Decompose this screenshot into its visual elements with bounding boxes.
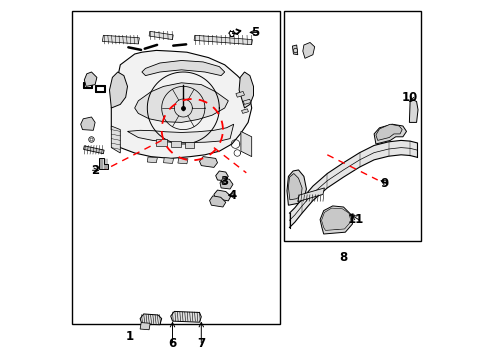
Polygon shape	[209, 196, 225, 207]
Polygon shape	[102, 35, 139, 44]
Polygon shape	[149, 31, 173, 40]
Text: 3: 3	[220, 175, 228, 188]
Polygon shape	[140, 314, 162, 325]
Polygon shape	[81, 117, 95, 130]
Polygon shape	[213, 190, 230, 201]
Polygon shape	[243, 99, 250, 104]
Polygon shape	[408, 100, 417, 122]
Polygon shape	[99, 158, 107, 169]
Polygon shape	[373, 124, 406, 144]
Polygon shape	[235, 91, 244, 97]
Polygon shape	[292, 45, 297, 55]
Polygon shape	[170, 311, 201, 322]
Text: 4: 4	[228, 189, 237, 202]
Polygon shape	[375, 124, 401, 140]
Polygon shape	[142, 60, 224, 76]
Polygon shape	[302, 42, 314, 58]
Polygon shape	[178, 158, 187, 164]
Polygon shape	[239, 72, 253, 108]
Text: 10: 10	[401, 91, 417, 104]
Bar	[284, 11, 420, 241]
Text: 8: 8	[339, 251, 347, 264]
Polygon shape	[288, 174, 302, 200]
Text: 1: 1	[125, 330, 133, 343]
Polygon shape	[321, 208, 350, 230]
Polygon shape	[185, 142, 194, 148]
Polygon shape	[140, 323, 150, 330]
Text: 5: 5	[251, 26, 259, 39]
Text: 9: 9	[380, 177, 388, 190]
Polygon shape	[147, 157, 157, 163]
Polygon shape	[215, 171, 228, 181]
Polygon shape	[220, 178, 232, 189]
Polygon shape	[289, 140, 416, 228]
Polygon shape	[134, 83, 228, 122]
Polygon shape	[156, 139, 167, 146]
Polygon shape	[84, 72, 97, 86]
Polygon shape	[320, 206, 352, 234]
Text: 11: 11	[347, 213, 364, 226]
Bar	[72, 11, 280, 324]
Polygon shape	[286, 170, 306, 205]
Text: 2: 2	[91, 164, 99, 177]
Polygon shape	[127, 124, 233, 143]
Polygon shape	[170, 141, 181, 147]
Polygon shape	[199, 157, 217, 167]
Polygon shape	[109, 72, 127, 108]
Text: 6: 6	[168, 337, 176, 350]
Polygon shape	[111, 126, 120, 153]
Polygon shape	[163, 158, 173, 163]
Text: 7: 7	[197, 337, 205, 350]
Polygon shape	[111, 50, 251, 158]
Polygon shape	[83, 146, 104, 154]
Polygon shape	[241, 131, 251, 157]
Polygon shape	[241, 109, 248, 113]
Polygon shape	[297, 188, 324, 202]
Polygon shape	[194, 35, 252, 45]
